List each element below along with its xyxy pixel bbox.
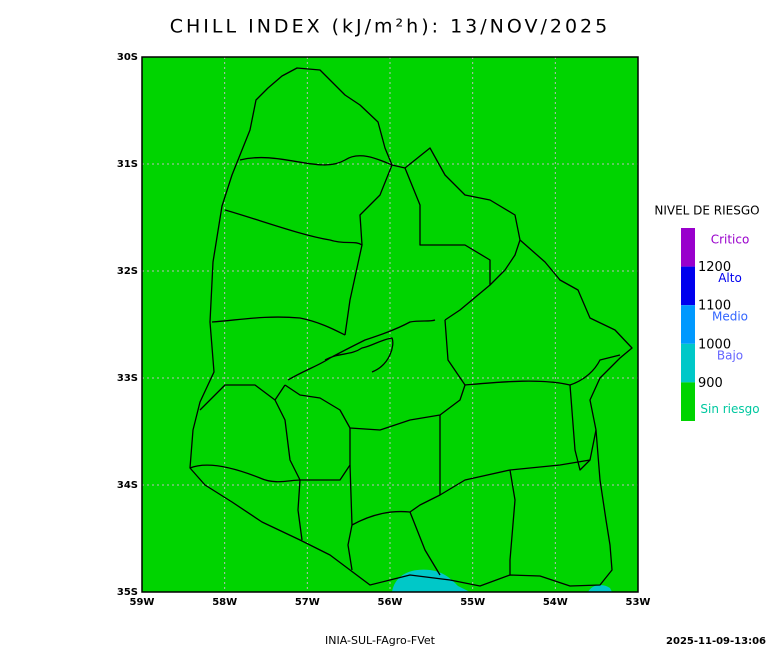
- lake: [287, 319, 436, 381]
- legend-label: Alto: [718, 271, 742, 285]
- footer-source: INIA-SUL-FAgro-FVet: [325, 634, 436, 647]
- legend-threshold: 900: [698, 376, 723, 391]
- legend-threshold: 1100: [698, 299, 731, 314]
- legend-swatch: [681, 343, 695, 383]
- legend-swatch: [681, 305, 695, 344]
- risk-area: [588, 584, 612, 592]
- legend-threshold: 1200: [698, 260, 731, 275]
- legend-swatch: [681, 266, 695, 306]
- lat-tick-label: 35S: [117, 587, 138, 598]
- legend-label: Medio: [712, 310, 748, 324]
- department-line: [284, 319, 466, 431]
- lon-tick-label: 58W: [212, 597, 237, 608]
- lat-tick-label: 34S: [117, 480, 138, 491]
- lon-tick-label: 59W: [130, 597, 155, 608]
- borders: [189, 67, 633, 587]
- lat-tick-label: 31S: [117, 159, 138, 170]
- department-line: [199, 384, 276, 411]
- department-line: [509, 384, 591, 575]
- department-line: [239, 155, 393, 166]
- grid: [142, 57, 638, 592]
- department-line: [211, 316, 346, 336]
- legend-swatch: [681, 228, 695, 267]
- lon-tick-label: 53W: [626, 597, 651, 608]
- lon-tick-label: 56W: [378, 597, 403, 608]
- legend-label: Bajo: [717, 348, 743, 362]
- legend-swatch: [681, 382, 695, 421]
- country-outline: [189, 67, 633, 587]
- department-line: [344, 164, 393, 336]
- legend-threshold: 1000: [698, 337, 731, 352]
- legend: Critico Alto Medio Bajo Sin riesgo 1200 1100 10…: [681, 228, 760, 421]
- department-line: [274, 384, 351, 481]
- department-line: [351, 429, 597, 526]
- legend-label: Sin riesgo: [700, 402, 759, 416]
- legend-title: NIVEL DE RIESGO: [654, 204, 759, 218]
- lat-tick-label: 33S: [117, 373, 138, 384]
- lat-tick-label: 32S: [117, 266, 138, 277]
- department-line: [489, 239, 521, 286]
- department-line: [347, 464, 353, 571]
- department-line: [224, 209, 363, 246]
- footer-timestamp: 2025-11-09-13:06: [666, 636, 766, 647]
- lon-tick-label: 57W: [295, 597, 320, 608]
- department-line: [189, 464, 301, 483]
- lon-tick-label: 54W: [543, 597, 568, 608]
- department-line: [409, 415, 441, 576]
- department-line: [297, 479, 303, 541]
- map-frame: [141, 56, 639, 593]
- department-line: [464, 354, 621, 386]
- legend-label: Critico: [711, 233, 750, 247]
- department-line: [404, 167, 491, 321]
- lat-tick-label: 30S: [117, 52, 138, 63]
- title: CHILL INDEX (kJ/m²h): 13/NOV/2025: [170, 16, 610, 38]
- lon-tick-label: 55W: [460, 597, 485, 608]
